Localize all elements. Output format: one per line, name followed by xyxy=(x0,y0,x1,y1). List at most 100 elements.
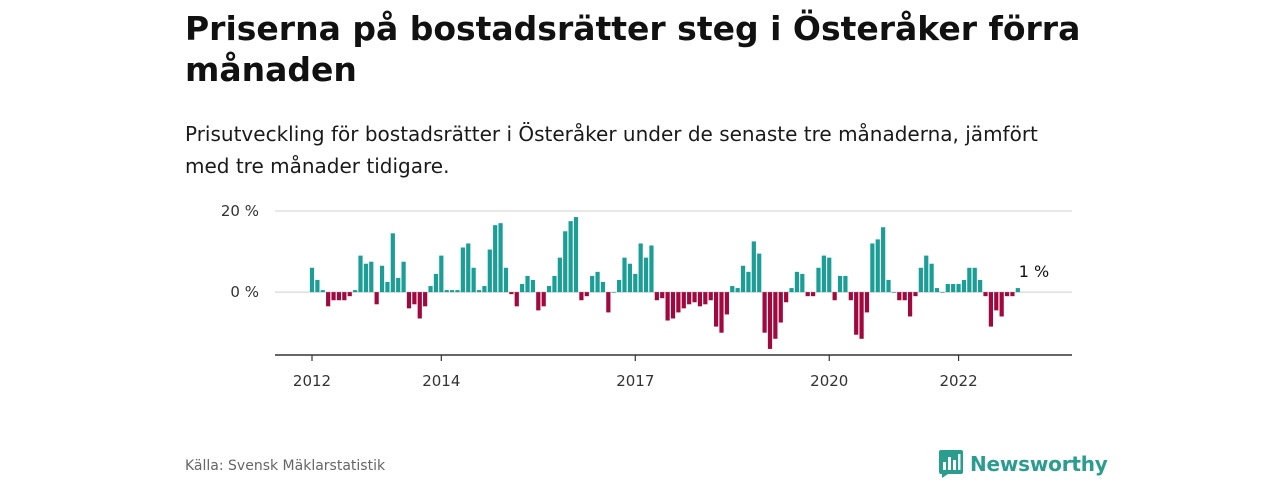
bar xyxy=(546,286,552,293)
bar xyxy=(967,267,972,293)
bar xyxy=(934,288,940,293)
bar xyxy=(606,292,611,313)
bar xyxy=(940,292,945,293)
bar xyxy=(487,249,492,293)
bar xyxy=(590,275,595,293)
y-tick-label: 0 % xyxy=(230,283,259,301)
bar xyxy=(913,292,918,297)
bar xyxy=(396,277,401,293)
bar xyxy=(417,292,422,319)
bar xyxy=(563,231,568,293)
bar xyxy=(929,263,934,293)
bar xyxy=(703,292,708,305)
bar xyxy=(697,292,703,307)
bar xyxy=(573,217,579,293)
bar xyxy=(326,292,331,307)
bar xyxy=(665,292,670,321)
bar xyxy=(622,257,627,293)
bar xyxy=(541,292,546,307)
bar xyxy=(369,261,374,293)
x-tick-label: 2012 xyxy=(293,372,331,390)
bar xyxy=(439,255,444,293)
x-tick-label: 2017 xyxy=(616,372,654,390)
bar xyxy=(530,279,536,293)
bar xyxy=(924,255,929,293)
bar xyxy=(918,267,923,293)
bar xyxy=(864,292,870,313)
bar xyxy=(789,288,794,293)
bar xyxy=(579,292,584,301)
bar xyxy=(401,261,406,293)
bar xyxy=(762,292,767,333)
bar xyxy=(374,292,379,305)
bar xyxy=(315,279,320,293)
bar xyxy=(870,243,875,293)
bar xyxy=(724,292,729,315)
bar xyxy=(449,290,455,293)
bar xyxy=(837,275,843,293)
bar xyxy=(406,292,412,309)
newsworthy-logo-icon xyxy=(939,450,963,478)
bar xyxy=(460,247,465,293)
bar xyxy=(552,275,557,293)
bar xyxy=(1004,292,1010,297)
bar xyxy=(1010,292,1015,297)
bar xyxy=(660,292,665,299)
bar xyxy=(466,243,471,293)
bar xyxy=(525,275,530,293)
latest-value-label: 1 % xyxy=(1019,262,1049,281)
bar xyxy=(778,292,783,323)
bar xyxy=(320,290,325,293)
bar xyxy=(827,257,832,293)
bar xyxy=(784,292,789,303)
logo-text: Newsworthy xyxy=(970,452,1108,476)
bar xyxy=(336,292,342,301)
bar xyxy=(681,292,686,309)
bar xyxy=(643,257,649,293)
bar xyxy=(978,279,983,293)
bar xyxy=(423,292,428,307)
bar xyxy=(875,239,880,293)
bar xyxy=(897,292,902,301)
newsworthy-logo[interactable]: Newsworthy xyxy=(938,449,1108,479)
bar xyxy=(859,292,864,339)
bar xyxy=(498,223,503,293)
bar xyxy=(821,255,826,293)
bar xyxy=(951,284,956,293)
bar xyxy=(363,263,368,293)
bar xyxy=(692,292,697,303)
bar xyxy=(309,267,315,293)
y-tick-label: 20 % xyxy=(221,202,259,220)
bar xyxy=(794,271,800,293)
bar xyxy=(557,257,562,293)
bar xyxy=(514,292,519,307)
bar xyxy=(848,292,853,301)
x-tick-label: 2020 xyxy=(810,372,848,390)
bar xyxy=(816,267,821,293)
bar xyxy=(638,243,643,293)
bar xyxy=(746,271,751,293)
x-tick-label: 2014 xyxy=(422,372,460,390)
bar xyxy=(444,290,449,293)
bar xyxy=(433,273,439,293)
bar xyxy=(358,255,363,293)
bar xyxy=(1015,288,1020,293)
source-note: Källa: Svensk Mäklarstatistik xyxy=(185,458,386,474)
bar xyxy=(983,292,988,297)
bar xyxy=(390,233,395,293)
bar xyxy=(342,292,347,301)
bar xyxy=(907,292,913,317)
bar xyxy=(805,292,810,297)
bar xyxy=(379,265,385,293)
bar xyxy=(520,284,525,293)
bar xyxy=(670,292,676,319)
bar xyxy=(800,273,805,293)
bar xyxy=(482,286,487,293)
bar xyxy=(708,292,713,301)
bar xyxy=(735,288,740,293)
bar xyxy=(584,292,589,297)
bar xyxy=(810,292,816,297)
bar xyxy=(730,286,735,293)
bar xyxy=(331,292,336,301)
bar xyxy=(773,292,778,339)
